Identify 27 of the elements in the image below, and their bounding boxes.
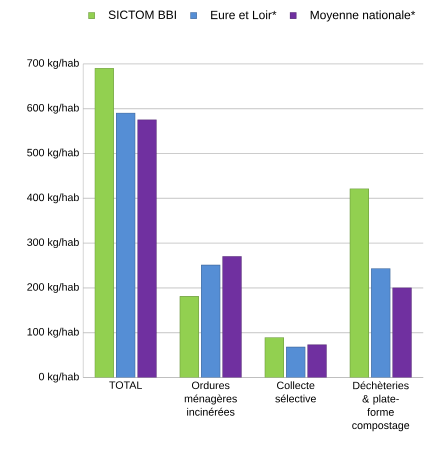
bar <box>94 68 114 378</box>
y-tick-label: 200 kg/hab <box>27 282 80 293</box>
bar <box>264 337 284 378</box>
y-tick-label: 500 kg/hab <box>27 148 80 158</box>
legend-label: Eure et Loir* <box>211 10 277 20</box>
legend-label: Moyenne nationale* <box>310 10 416 22</box>
bar <box>180 296 200 378</box>
x-tick-label: TOTAL <box>109 381 142 389</box>
y-tick-label: 700 kg/hab <box>27 58 80 69</box>
y-tick-label: 600 kg/hab <box>27 104 80 114</box>
x-tick-label: Collecte sélective <box>276 381 316 402</box>
legend-label: SICTOM BBI <box>108 10 176 20</box>
bar <box>371 268 391 378</box>
bar <box>392 288 412 378</box>
y-tick-label: 100 kg/hab <box>28 328 80 338</box>
bar <box>308 344 327 378</box>
x-tick-label: Ordures ménagères incinérées <box>184 381 238 416</box>
bar <box>286 346 306 378</box>
bar <box>116 112 136 378</box>
y-tick-label: 300 kg/hab <box>27 238 80 248</box>
bar <box>201 264 220 378</box>
bar <box>222 256 242 378</box>
bar <box>350 188 370 378</box>
y-tick-label: 0 kg/hab <box>39 372 80 382</box>
bar <box>138 120 157 378</box>
y-tick-label: 400 kg/hab <box>27 193 80 204</box>
x-tick-label: Déchèteries & plate-forme compostage <box>352 381 410 432</box>
